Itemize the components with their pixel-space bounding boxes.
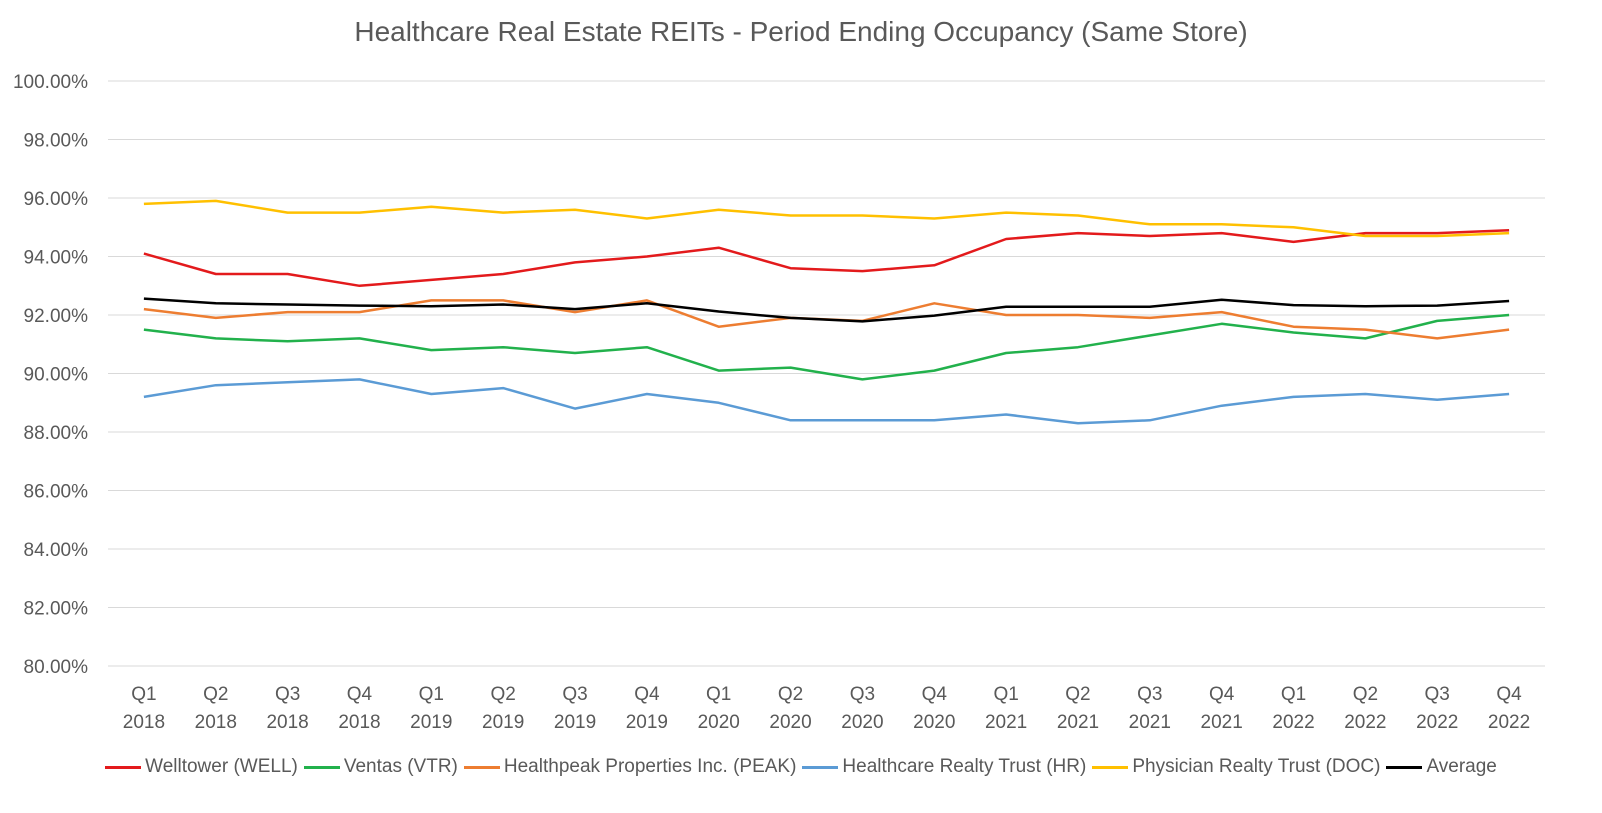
legend-label: Welltower (WELL) (145, 756, 298, 777)
x-tick-label: Q4 2018 (338, 684, 380, 733)
x-tick-label: Q1 2018 (123, 684, 165, 733)
x-tick-label: Q4 2021 (1201, 684, 1243, 733)
legend-swatch (802, 765, 839, 769)
legend-swatch (105, 765, 142, 769)
x-axis-ticks: Q1 2018 Q2 2018 Q3 2018 Q4 2018 Q1 2019 Q2 2019 Q3 20… (123, 684, 1530, 733)
legend-swatch (463, 765, 500, 769)
legend-label: Physician Realty Trust (DOC) (1132, 756, 1381, 777)
legend-item: Welltower (WELL) (105, 756, 298, 778)
gridlines (108, 80, 1545, 667)
series-line (143, 313, 1510, 381)
legend-swatch (1386, 765, 1423, 769)
chart-title: Healthcare Real Estate REITs - Period En… (354, 16, 1248, 47)
y-tick-label: 98.00% (24, 131, 89, 152)
x-tick-label: Q4 2019 (626, 684, 668, 733)
x-tick-label: Q3 2019 (554, 684, 596, 733)
legend-label: Healthpeak Properties Inc. (PEAK) (503, 756, 797, 777)
y-axis-ticks: 100.00% 98.00% 96.00% 94.00% 92.00% 90.00% 88.… (13, 72, 88, 678)
y-tick-label: 100.00% (13, 72, 88, 93)
x-tick-label: Q2 2021 (1057, 684, 1099, 733)
y-tick-label: 86.00% (24, 482, 89, 503)
series-lines (143, 199, 1510, 425)
legend-item: Healthpeak Properties Inc. (PEAK) (463, 756, 797, 778)
y-tick-label: 84.00% (24, 540, 89, 561)
x-tick-label: Q3 2018 (266, 684, 308, 733)
chart-plot-area: 100.00% 98.00% 96.00% 94.00% 92.00% 90.00% 88.… (13, 72, 1545, 733)
series-line (143, 228, 1510, 288)
y-tick-label: 88.00% (24, 423, 89, 444)
x-tick-label: Q2 2020 (769, 684, 811, 733)
series-line (143, 378, 1510, 425)
series-line (143, 199, 1510, 238)
x-tick-label: Q2 2018 (195, 684, 237, 733)
x-tick-label: Q1 2019 (410, 684, 452, 733)
x-tick-label: Q2 2022 (1344, 684, 1386, 733)
legend-item: Average (1386, 756, 1497, 778)
y-tick-label: 80.00% (24, 657, 89, 678)
x-tick-label: Q4 2022 (1488, 684, 1530, 733)
y-tick-label: 94.00% (24, 248, 89, 269)
x-tick-label: Q3 2020 (841, 684, 883, 733)
x-tick-label: Q1 2020 (698, 684, 740, 733)
x-tick-label: Q1 2022 (1272, 684, 1314, 733)
series-line (143, 297, 1510, 323)
y-tick-label: 82.00% (24, 599, 89, 620)
legend-swatch (1092, 765, 1129, 769)
x-tick-label: Q4 2020 (913, 684, 955, 733)
x-tick-label: Q1 2021 (985, 684, 1027, 733)
y-tick-label: 96.00% (24, 189, 89, 210)
legend-swatch (303, 765, 340, 769)
x-tick-label: Q2 2019 (482, 684, 524, 733)
y-tick-label: 90.00% (24, 365, 89, 386)
legend-item: Physician Realty Trust (DOC) (1092, 756, 1380, 778)
legend-item: Ventas (VTR) (303, 756, 458, 778)
x-tick-label: Q3 2022 (1416, 684, 1458, 733)
legend-label: Healthcare Realty Trust (HR) (842, 756, 1087, 777)
legend-item: Healthcare Realty Trust (HR) (802, 756, 1086, 778)
legend-label: Ventas (VTR) (343, 756, 458, 777)
x-tick-label: Q3 2021 (1129, 684, 1171, 733)
legend: Welltower (WELL) Ventas (VTR) Healthpeak P… (0, 752, 1602, 782)
legend-label: Average (1426, 756, 1497, 777)
y-tick-label: 92.00% (24, 306, 89, 327)
